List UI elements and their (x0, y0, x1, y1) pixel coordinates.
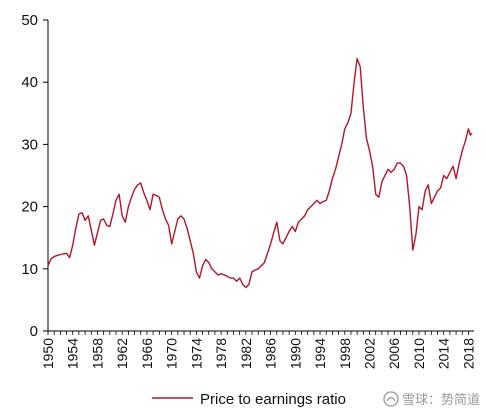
watermark-text: 雪球：势简道 (401, 392, 480, 407)
x-tick-label: 1982 (238, 338, 254, 369)
y-tick-label: 0 (30, 323, 38, 340)
series-line-0 (47, 57, 473, 289)
legend: Price to earnings ratio (152, 391, 346, 408)
x-tick-label: 2014 (436, 338, 452, 369)
x-tick-label: 1990 (287, 338, 303, 369)
series-layer (47, 57, 473, 289)
x-tick-label: 1978 (213, 338, 229, 369)
y-tick-label: 20 (21, 199, 38, 216)
x-tick-label: 2006 (386, 338, 402, 369)
x-tick-label: 1958 (89, 338, 105, 369)
x-tick-label: 1994 (312, 338, 328, 369)
legend-label: Price to earnings ratio (200, 391, 346, 408)
x-tick-label: 1966 (139, 338, 155, 369)
x-tick-label: 1962 (114, 338, 130, 369)
x-tick-label: 2010 (411, 338, 427, 369)
y-tick-label: 40 (21, 74, 38, 91)
snowball-logo-icon (383, 390, 399, 407)
x-tick-label: 1986 (263, 338, 279, 369)
x-tick-label: 1950 (40, 338, 56, 369)
x-tick-label: 2018 (460, 338, 476, 369)
y-axis: 0 10 20 30 40 50 (21, 12, 49, 340)
y-tick-label: 10 (21, 261, 38, 278)
x-tick-label: 1954 (65, 338, 81, 369)
x-tick-label: 1974 (188, 338, 204, 369)
watermark: 雪球：势简道 (383, 389, 480, 408)
x-tick-label: 2002 (362, 338, 378, 369)
x-tick-label: 1970 (164, 338, 180, 369)
y-tick-label: 50 (21, 12, 38, 29)
y-tick-label: 30 (21, 136, 38, 153)
x-axis: 1950 1954 1958 1962 1966 1970 1974 1978 1982 1986… (40, 330, 476, 369)
x-tick-label: 1998 (337, 338, 353, 369)
